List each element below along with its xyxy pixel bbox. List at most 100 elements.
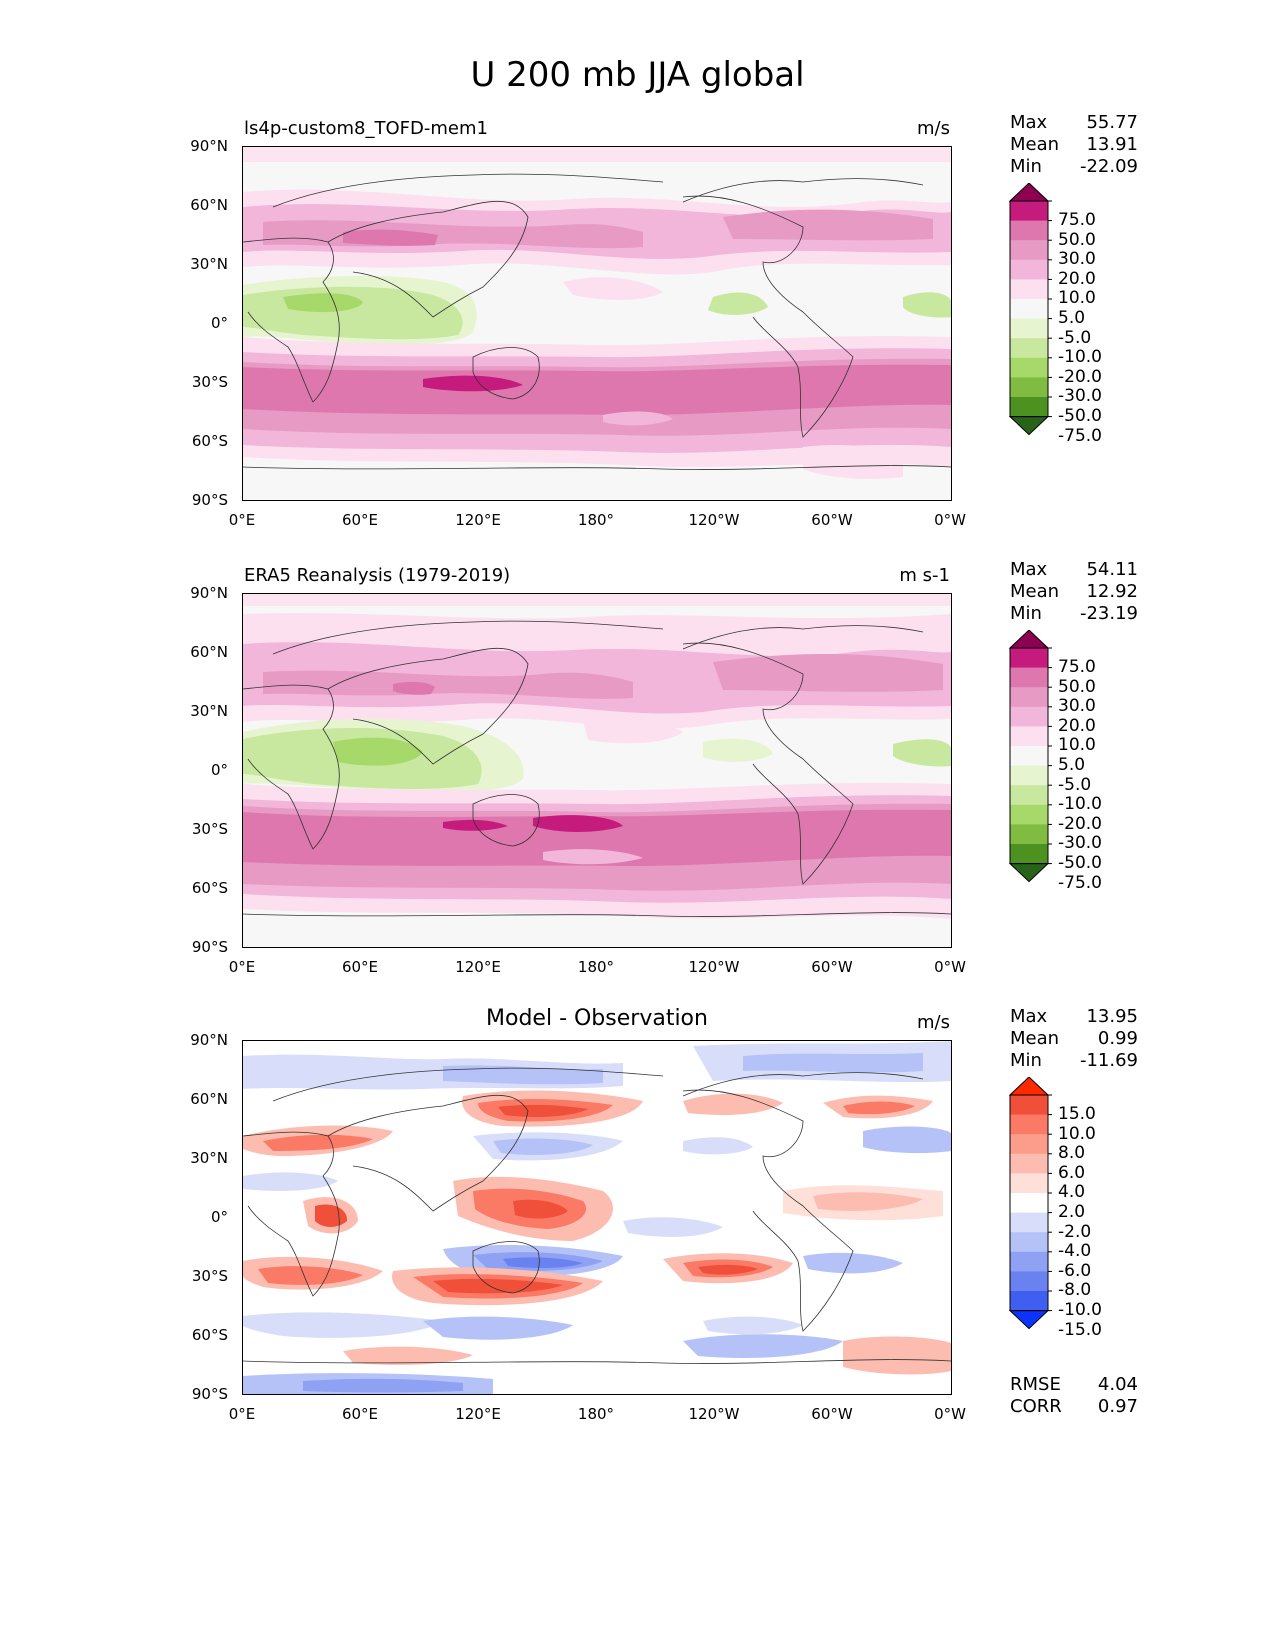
panel-3-lat-90s: 90°S <box>191 1385 228 1403</box>
panel-2-cbar-label-1: 50.0 <box>1058 676 1096 697</box>
panel-2-max-label: Max <box>1010 559 1048 580</box>
colorbar-bin <box>1010 824 1048 845</box>
panel-3-max-label: Max <box>1010 1006 1048 1027</box>
colorbar-frame <box>1009 647 1049 865</box>
figure-title: U 200 mb JJA global <box>470 55 805 95</box>
panel-1-lat-60n: 60°N <box>190 196 228 214</box>
panel-3-lon-0w: 0°W <box>934 1405 966 1423</box>
panel-3-lat-90n: 90°N <box>190 1031 228 1049</box>
colorbar-bin <box>1010 785 1048 806</box>
panel-1-min-value: -22.09 <box>1079 156 1138 177</box>
colorbar-bin <box>1010 1153 1048 1174</box>
panel-1-cbar-label-8: -20.0 <box>1058 366 1102 387</box>
panel-3-cbar-label-7: -4.0 <box>1058 1241 1092 1262</box>
panel-1-mean-value: 13.91 <box>1086 134 1138 155</box>
panel-3-cbar-label-10: -10.0 <box>1058 1300 1102 1320</box>
panel-1-cbar-label-10: -50.0 <box>1058 406 1102 426</box>
colorbar-bin <box>1010 377 1048 398</box>
panel-1-cbar-label-3: 20.0 <box>1058 268 1096 289</box>
panel-3-mean-label: Mean <box>1010 1028 1060 1049</box>
panel-2-lon-0w: 0°W <box>934 958 966 976</box>
corr-label: CORR <box>1010 1396 1062 1417</box>
panel-2-stats: Max 54.11 Mean 12.92 Min -23.19 <box>1010 559 1138 625</box>
panel-2-colorbar <box>1008 630 1052 883</box>
panel-1-lon-180: 180° <box>577 511 615 529</box>
colorbar-bin <box>1010 357 1048 378</box>
panel-2-cbar-label-3: 20.0 <box>1058 715 1096 736</box>
colorbar-bin <box>1010 844 1048 865</box>
panel-3-cbar-label-2: 8.0 <box>1058 1143 1086 1164</box>
panel-1-lon-0e: 0°E <box>228 511 256 529</box>
panel-2-cbar-label-8: -20.0 <box>1058 813 1102 834</box>
panel-2-lon-60w: 60°W <box>811 958 853 976</box>
panel-2-cbar-label-0: 75.0 <box>1058 657 1096 677</box>
panel-2-map-field <box>243 594 951 947</box>
panel-1-colorbar <box>1008 183 1052 436</box>
panel-1-lat-90s: 90°S <box>191 491 228 509</box>
panel-3-title: Model - Observation <box>486 1006 708 1031</box>
panel-2-lat-90n: 90°N <box>190 584 228 602</box>
panel-3-map <box>242 1040 952 1395</box>
panel-1-lat-60s: 60°S <box>191 432 228 450</box>
panel-3-lon-120e: 120°E <box>455 1405 501 1423</box>
panel-1-cbar-label-7: -10.0 <box>1058 347 1102 368</box>
colorbar-bin <box>1010 1193 1048 1214</box>
panel-1-mean-label: Mean <box>1010 134 1060 155</box>
colorbar-extend-bottom <box>1008 863 1050 883</box>
panel-2-lat-30n: 30°N <box>190 702 228 720</box>
panel-3-lat-60n: 60°N <box>190 1090 228 1108</box>
panel-3-min-value: -11.69 <box>1079 1050 1138 1071</box>
panel-1-cbar-label-5: 5.0 <box>1058 308 1086 328</box>
panel-2-lat-60s: 60°S <box>191 879 228 897</box>
panel-1-lon-0w: 0°W <box>934 511 966 529</box>
colorbar-bin <box>1010 201 1048 222</box>
panel-3-map-field <box>243 1041 951 1394</box>
panel-1-title: ls4p-custom8_TOFD-mem1 <box>244 118 488 139</box>
panel-1-lon-120e: 120°E <box>455 511 501 529</box>
panel-2-min-value: -23.19 <box>1079 603 1138 624</box>
colorbar-bin <box>1010 397 1048 418</box>
panel-3-cbar-label-6: -2.0 <box>1058 1221 1092 1242</box>
colorbar-bin <box>1010 687 1048 708</box>
colorbar-extend-bottom <box>1008 1310 1050 1330</box>
panel-2-cbar-label-5: 5.0 <box>1058 755 1086 775</box>
panel-1-map-field <box>243 147 951 500</box>
colorbar-bin <box>1010 279 1048 300</box>
colorbar-frame <box>1009 1094 1049 1312</box>
panel-2-lon-120e: 120°E <box>455 958 501 976</box>
panel-3-metrics: RMSE 4.04 CORR 0.97 <box>1010 1374 1138 1418</box>
panel-2-cbar-label-11: -75.0 <box>1058 872 1102 893</box>
panel-1-cbar-label-0: 75.0 <box>1058 210 1096 230</box>
panel-3-mean-value: 0.99 <box>1097 1028 1138 1049</box>
colorbar-bin <box>1010 726 1048 747</box>
panel-3-cbar-label-3: 6.0 <box>1058 1162 1086 1183</box>
panel-1-lon-120w: 120°W <box>688 511 740 529</box>
panel-3-cbar-label-1: 10.0 <box>1058 1123 1096 1144</box>
colorbar-frame <box>1009 200 1049 418</box>
panel-2-lat-90s: 90°S <box>191 938 228 956</box>
panel-2-cbar-label-10: -50.0 <box>1058 853 1102 873</box>
colorbar-bin <box>1010 765 1048 786</box>
panel-1-stats: Max 55.77 Mean 13.91 Min -22.09 <box>1010 112 1138 178</box>
colorbar-bin <box>1010 259 1048 280</box>
panel-1-map <box>242 146 952 501</box>
panel-2-lat-0: 0° <box>210 761 228 779</box>
panel-2-lon-60e: 60°E <box>341 958 379 976</box>
panel-2-mean-value: 12.92 <box>1086 581 1138 602</box>
panel-2-lon-180: 180° <box>577 958 615 976</box>
colorbar-bin <box>1010 667 1048 688</box>
panel-3-cbar-label-0: 15.0 <box>1058 1104 1096 1124</box>
panel-1-lon-60w: 60°W <box>811 511 853 529</box>
panel-3-lat-60s: 60°S <box>191 1326 228 1344</box>
panel-2-cbar-label-7: -10.0 <box>1058 794 1102 815</box>
panel-2-title: ERA5 Reanalysis (1979-2019) <box>244 565 511 586</box>
panel-1-cbar-label-4: 10.0 <box>1058 288 1096 309</box>
colorbar-bin <box>1010 1291 1048 1312</box>
panel-1-lat-30n: 30°N <box>190 255 228 273</box>
colorbar-bin <box>1010 706 1048 727</box>
colorbar-bin <box>1010 220 1048 241</box>
panel-2-cbar-label-2: 30.0 <box>1058 696 1096 717</box>
panel-3-cbar-label-9: -8.0 <box>1058 1280 1092 1301</box>
colorbar-bin <box>1010 804 1048 825</box>
panel-3-lon-120w: 120°W <box>688 1405 740 1423</box>
